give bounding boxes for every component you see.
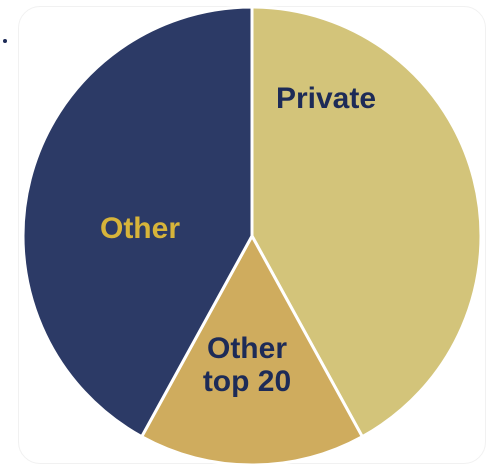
slice-label-other-top-20: Other top 20 [203,332,291,398]
pie-slice-other-top-20 [140,234,364,467]
pie-slice-private [250,5,483,439]
pie-labels: Private Other top 20 Other [100,82,376,398]
pie-slices [21,5,483,467]
slice-label-private: Private [276,82,376,115]
slice-label-other: Other [100,212,180,245]
corner-marker [3,39,7,43]
pie-slice-other [21,5,254,439]
